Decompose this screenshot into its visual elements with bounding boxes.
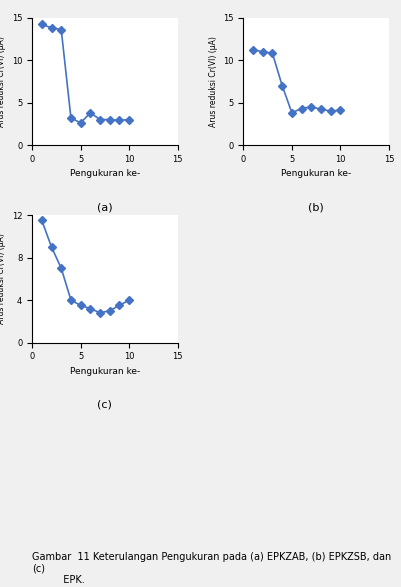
Y-axis label: Arus reduksi Cr(VI) (µA): Arus reduksi Cr(VI) (µA) [0,234,6,324]
X-axis label: Pengukuran ke-: Pengukuran ke- [281,169,351,178]
Y-axis label: Arus reduksi Cr(VI) (µA): Arus reduksi Cr(VI) (µA) [0,36,6,127]
X-axis label: Pengukuran ke-: Pengukuran ke- [70,169,140,178]
Y-axis label: Arus reduksi Cr(VI) (µA): Arus reduksi Cr(VI) (µA) [209,36,217,127]
Text: Gambar  11 Keterulangan Pengukuran pada (a) EPKZAB, (b) EPKZSB, dan (c)
        : Gambar 11 Keterulangan Pengukuran pada (… [32,552,391,585]
Text: (b): (b) [308,203,324,212]
Text: (c): (c) [97,400,112,410]
X-axis label: Pengukuran ke-: Pengukuran ke- [70,367,140,376]
Text: (a): (a) [97,203,113,212]
